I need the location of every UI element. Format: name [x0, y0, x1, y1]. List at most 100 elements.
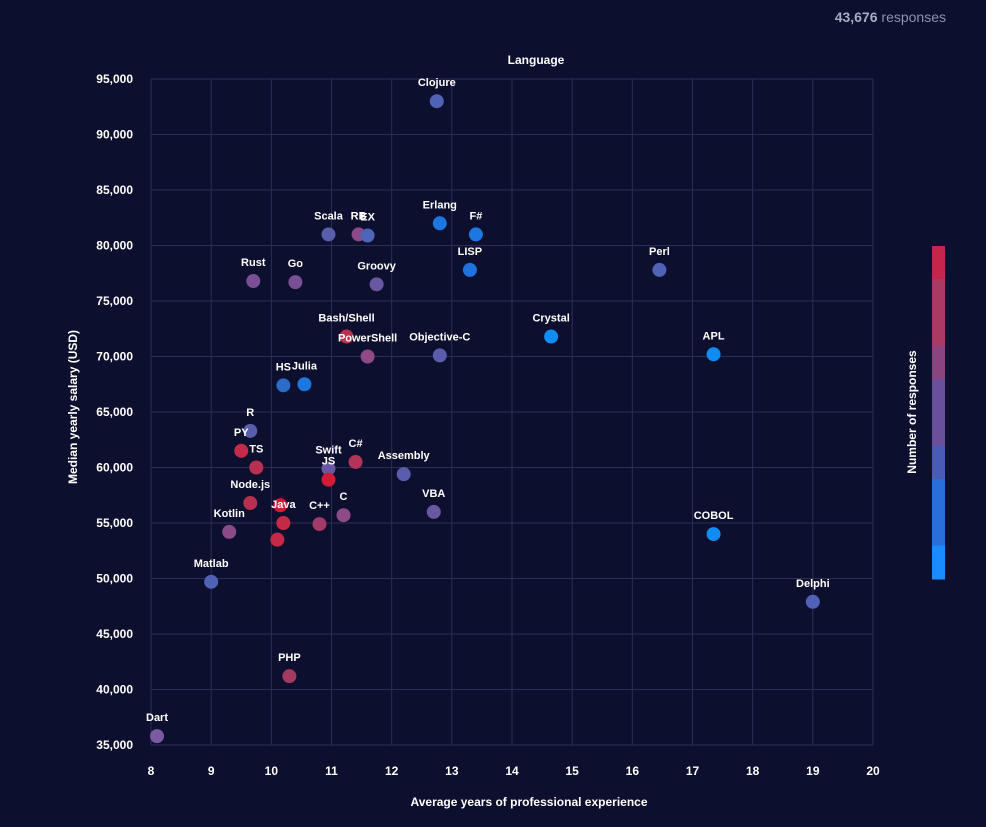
y-axis-title: Median yearly salary (USD)	[66, 330, 80, 484]
data-point-label: Scala	[314, 210, 344, 222]
data-point-label: Bash/Shell	[318, 313, 374, 325]
data-point	[312, 517, 327, 532]
y-tick-label: 80,000	[96, 239, 133, 253]
data-point	[706, 527, 721, 542]
x-tick-label: 19	[806, 764, 820, 778]
data-point	[426, 504, 441, 519]
data-point-label: C#	[349, 438, 363, 450]
data-point-label: C	[340, 491, 348, 503]
y-tick-label: 50,000	[96, 572, 133, 586]
data-point	[234, 443, 249, 458]
data-point	[222, 524, 237, 539]
x-tick-label: 8	[148, 764, 155, 778]
data-point-label: TS	[249, 444, 263, 456]
data-point	[321, 461, 336, 476]
x-tick-label: 9	[208, 764, 215, 778]
data-point-label: Erlang	[423, 199, 457, 211]
data-point-label: F#	[469, 210, 482, 222]
data-point	[805, 594, 820, 609]
legend-color-segment	[932, 379, 945, 413]
data-point-label: C++	[309, 500, 330, 512]
data-point-label: Swift	[315, 445, 342, 457]
data-point-label: Node.js	[230, 479, 270, 491]
data-point-label: Java	[271, 499, 296, 511]
legend-color-bar	[932, 246, 945, 580]
data-point	[150, 729, 165, 744]
data-point-label: Kotlin	[214, 508, 245, 520]
data-point	[544, 329, 559, 344]
data-point-label: Go	[288, 258, 304, 270]
data-point-label: Matlab	[194, 558, 229, 570]
data-point-label: EX	[360, 212, 375, 224]
data-point	[270, 532, 285, 547]
y-tick-label: 45,000	[96, 627, 133, 641]
y-tick-label: 55,000	[96, 516, 133, 530]
legend-color-segment	[932, 279, 945, 314]
data-point	[276, 378, 291, 393]
data-point	[652, 262, 667, 277]
data-point-label: JS	[322, 456, 335, 468]
data-point	[243, 496, 258, 511]
data-point	[246, 274, 261, 289]
data-point-label: Dart	[146, 712, 168, 724]
data-point	[706, 347, 721, 362]
data-point	[468, 227, 483, 242]
y-tick-label: 40,000	[96, 683, 133, 697]
legend-color-segment	[932, 312, 945, 347]
data-point	[321, 227, 336, 242]
y-tick-label: 35,000	[96, 738, 133, 752]
x-tick-label: 20	[866, 764, 880, 778]
data-point	[243, 423, 258, 438]
data-point	[429, 94, 444, 109]
data-point	[249, 460, 264, 475]
data-point	[396, 467, 411, 482]
data-point-label: VBA	[422, 488, 445, 500]
data-point-label: COBOL	[694, 510, 734, 522]
x-tick-label: 12	[385, 764, 399, 778]
data-point	[432, 348, 447, 363]
legend-color-segment	[932, 445, 945, 480]
x-tick-label: 13	[445, 764, 459, 778]
data-point	[348, 454, 363, 469]
legend-color-segment	[932, 545, 945, 580]
response-count-suffix: responses	[881, 9, 946, 25]
data-point	[369, 277, 384, 292]
data-point	[336, 508, 351, 523]
data-point	[273, 498, 288, 513]
legend-color-segment	[932, 512, 945, 547]
grid-lines	[150, 78, 874, 746]
legend-title: Number of responses	[905, 350, 919, 474]
data-point-label: LISP	[458, 246, 482, 258]
data-point	[276, 516, 291, 530]
axis-ticks: 8 9 10 11 12 13 14 15 16 17 18 19 20 35,000 40,000 45,0…	[96, 72, 880, 778]
x-tick-label: 10	[265, 764, 279, 778]
data-point	[204, 574, 219, 589]
data-point	[462, 262, 477, 277]
x-axis-title: Average years of professional experience	[411, 795, 648, 809]
data-point	[288, 275, 303, 290]
x-tick-label: 14	[505, 764, 519, 778]
data-point-label: PY	[234, 427, 249, 439]
data-point-label: Objective-C	[409, 331, 470, 343]
data-point-label: Assembly	[378, 450, 431, 462]
data-point-label: HS	[276, 361, 291, 373]
data-point-label: Groovy	[357, 260, 396, 272]
data-point	[282, 669, 297, 684]
x-tick-label: 18	[746, 764, 760, 778]
data-point	[297, 377, 312, 392]
data-point	[360, 349, 375, 364]
legend-color-segment	[932, 246, 945, 280]
legend-color-segment	[932, 345, 945, 380]
response-count-number: 43,676	[834, 9, 878, 25]
y-tick-label: 70,000	[96, 350, 133, 364]
x-tick-label: 16	[626, 764, 640, 778]
y-tick-label: 75,000	[96, 294, 133, 308]
x-tick-label: 15	[565, 764, 579, 778]
data-point-label: Delphi	[796, 578, 830, 590]
color-legend: Number of responses	[905, 246, 945, 580]
x-tick-label: 11	[325, 764, 338, 778]
data-point	[432, 216, 447, 231]
chart-title: Language	[508, 53, 565, 67]
